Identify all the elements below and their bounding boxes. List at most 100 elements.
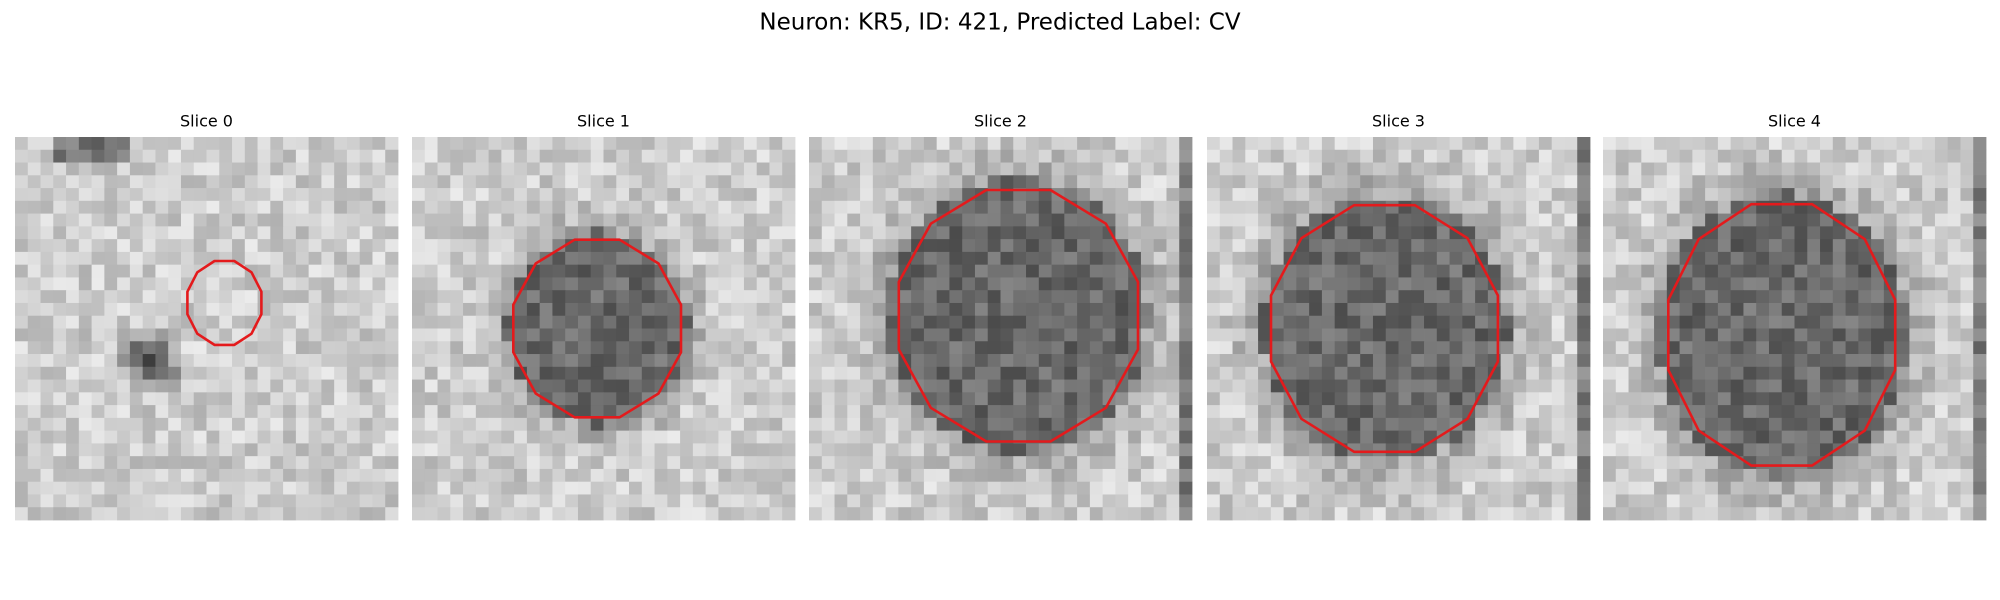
pixel (488, 149, 502, 163)
pixel (104, 149, 118, 163)
pixel (1013, 239, 1027, 253)
pixel (321, 328, 335, 342)
pixel (898, 405, 912, 419)
pixel (244, 392, 258, 406)
pixel (1140, 328, 1155, 342)
pixel (1372, 456, 1387, 470)
pixel (1026, 149, 1040, 163)
pixel (1140, 149, 1155, 163)
pixel (244, 468, 258, 483)
pixel (1922, 264, 1936, 278)
pixel (346, 290, 361, 304)
pixel (412, 417, 426, 432)
pixel (680, 264, 694, 278)
pixel (654, 417, 668, 432)
pixel (372, 379, 386, 393)
pixel (616, 188, 630, 202)
pixel (1947, 392, 1961, 406)
pixel (860, 430, 874, 444)
pixel (66, 302, 80, 317)
pixel (514, 430, 528, 444)
pixel (475, 507, 489, 521)
pixel (923, 302, 938, 317)
pixel (15, 354, 29, 368)
pixel (1781, 468, 1795, 483)
pixel (53, 188, 67, 202)
pixel (949, 213, 963, 227)
pixel (911, 315, 925, 329)
pixel (1153, 188, 1167, 202)
pixel (629, 430, 643, 444)
pixel (1513, 468, 1527, 483)
pixel (911, 162, 925, 176)
pixel (1577, 328, 1591, 342)
pixel (1166, 354, 1180, 368)
pixel (257, 277, 271, 291)
pixel (308, 302, 322, 317)
pixel (526, 188, 541, 202)
pixel (1832, 277, 1846, 291)
pixel (718, 417, 732, 432)
pixel (1577, 162, 1591, 176)
pixel (359, 162, 373, 176)
pixel (1077, 481, 1091, 495)
pixel (1577, 315, 1591, 329)
pixel (1820, 405, 1834, 419)
pixel (180, 392, 195, 406)
pixel (860, 507, 874, 521)
pixel (334, 354, 348, 368)
pixel (1321, 341, 1336, 355)
pixel (463, 277, 477, 291)
pixel (1283, 302, 1297, 317)
pixel (1449, 366, 1463, 380)
pixel (283, 507, 297, 521)
pixel (117, 366, 131, 380)
pixel (1896, 290, 1910, 304)
pixel (1538, 264, 1553, 278)
pixel (1743, 507, 1757, 521)
pixel (1794, 379, 1808, 393)
pixel (27, 481, 41, 495)
pixel (603, 251, 617, 266)
pixel (1615, 366, 1629, 380)
pixel (1756, 494, 1770, 508)
pixel (1360, 251, 1374, 266)
pixel (1730, 341, 1744, 355)
pixel (1347, 239, 1361, 253)
pixel (1398, 392, 1412, 406)
pixel (1232, 456, 1246, 470)
pixel (872, 137, 886, 151)
pixel (1115, 302, 1129, 317)
pixel (1934, 137, 1949, 151)
pixel (860, 213, 874, 227)
pixel (15, 251, 29, 266)
pixel (1832, 430, 1846, 444)
pixel (1934, 456, 1949, 470)
pixel (1794, 239, 1808, 253)
pixel (1909, 494, 1923, 508)
pixel (680, 405, 694, 419)
pixel (616, 290, 630, 304)
pixel (450, 417, 464, 432)
pixel (1475, 430, 1489, 444)
pixel (219, 430, 233, 444)
pixel (1487, 430, 1502, 444)
pixel (1807, 443, 1821, 457)
pixel (1270, 417, 1284, 432)
pixel (1140, 239, 1155, 253)
pixel (1321, 456, 1336, 470)
pixel (1513, 188, 1527, 202)
pixel (1038, 366, 1052, 380)
pixel (1794, 264, 1808, 278)
pixel (295, 226, 310, 240)
pixel (974, 290, 989, 304)
pixel (1756, 456, 1770, 470)
pixel (1947, 149, 1961, 163)
pixel (155, 162, 169, 176)
pixel (1283, 328, 1297, 342)
pixel (424, 149, 438, 163)
pixel (1219, 354, 1233, 368)
pixel (1102, 251, 1116, 266)
pixel (936, 188, 950, 202)
pixel (129, 290, 144, 304)
